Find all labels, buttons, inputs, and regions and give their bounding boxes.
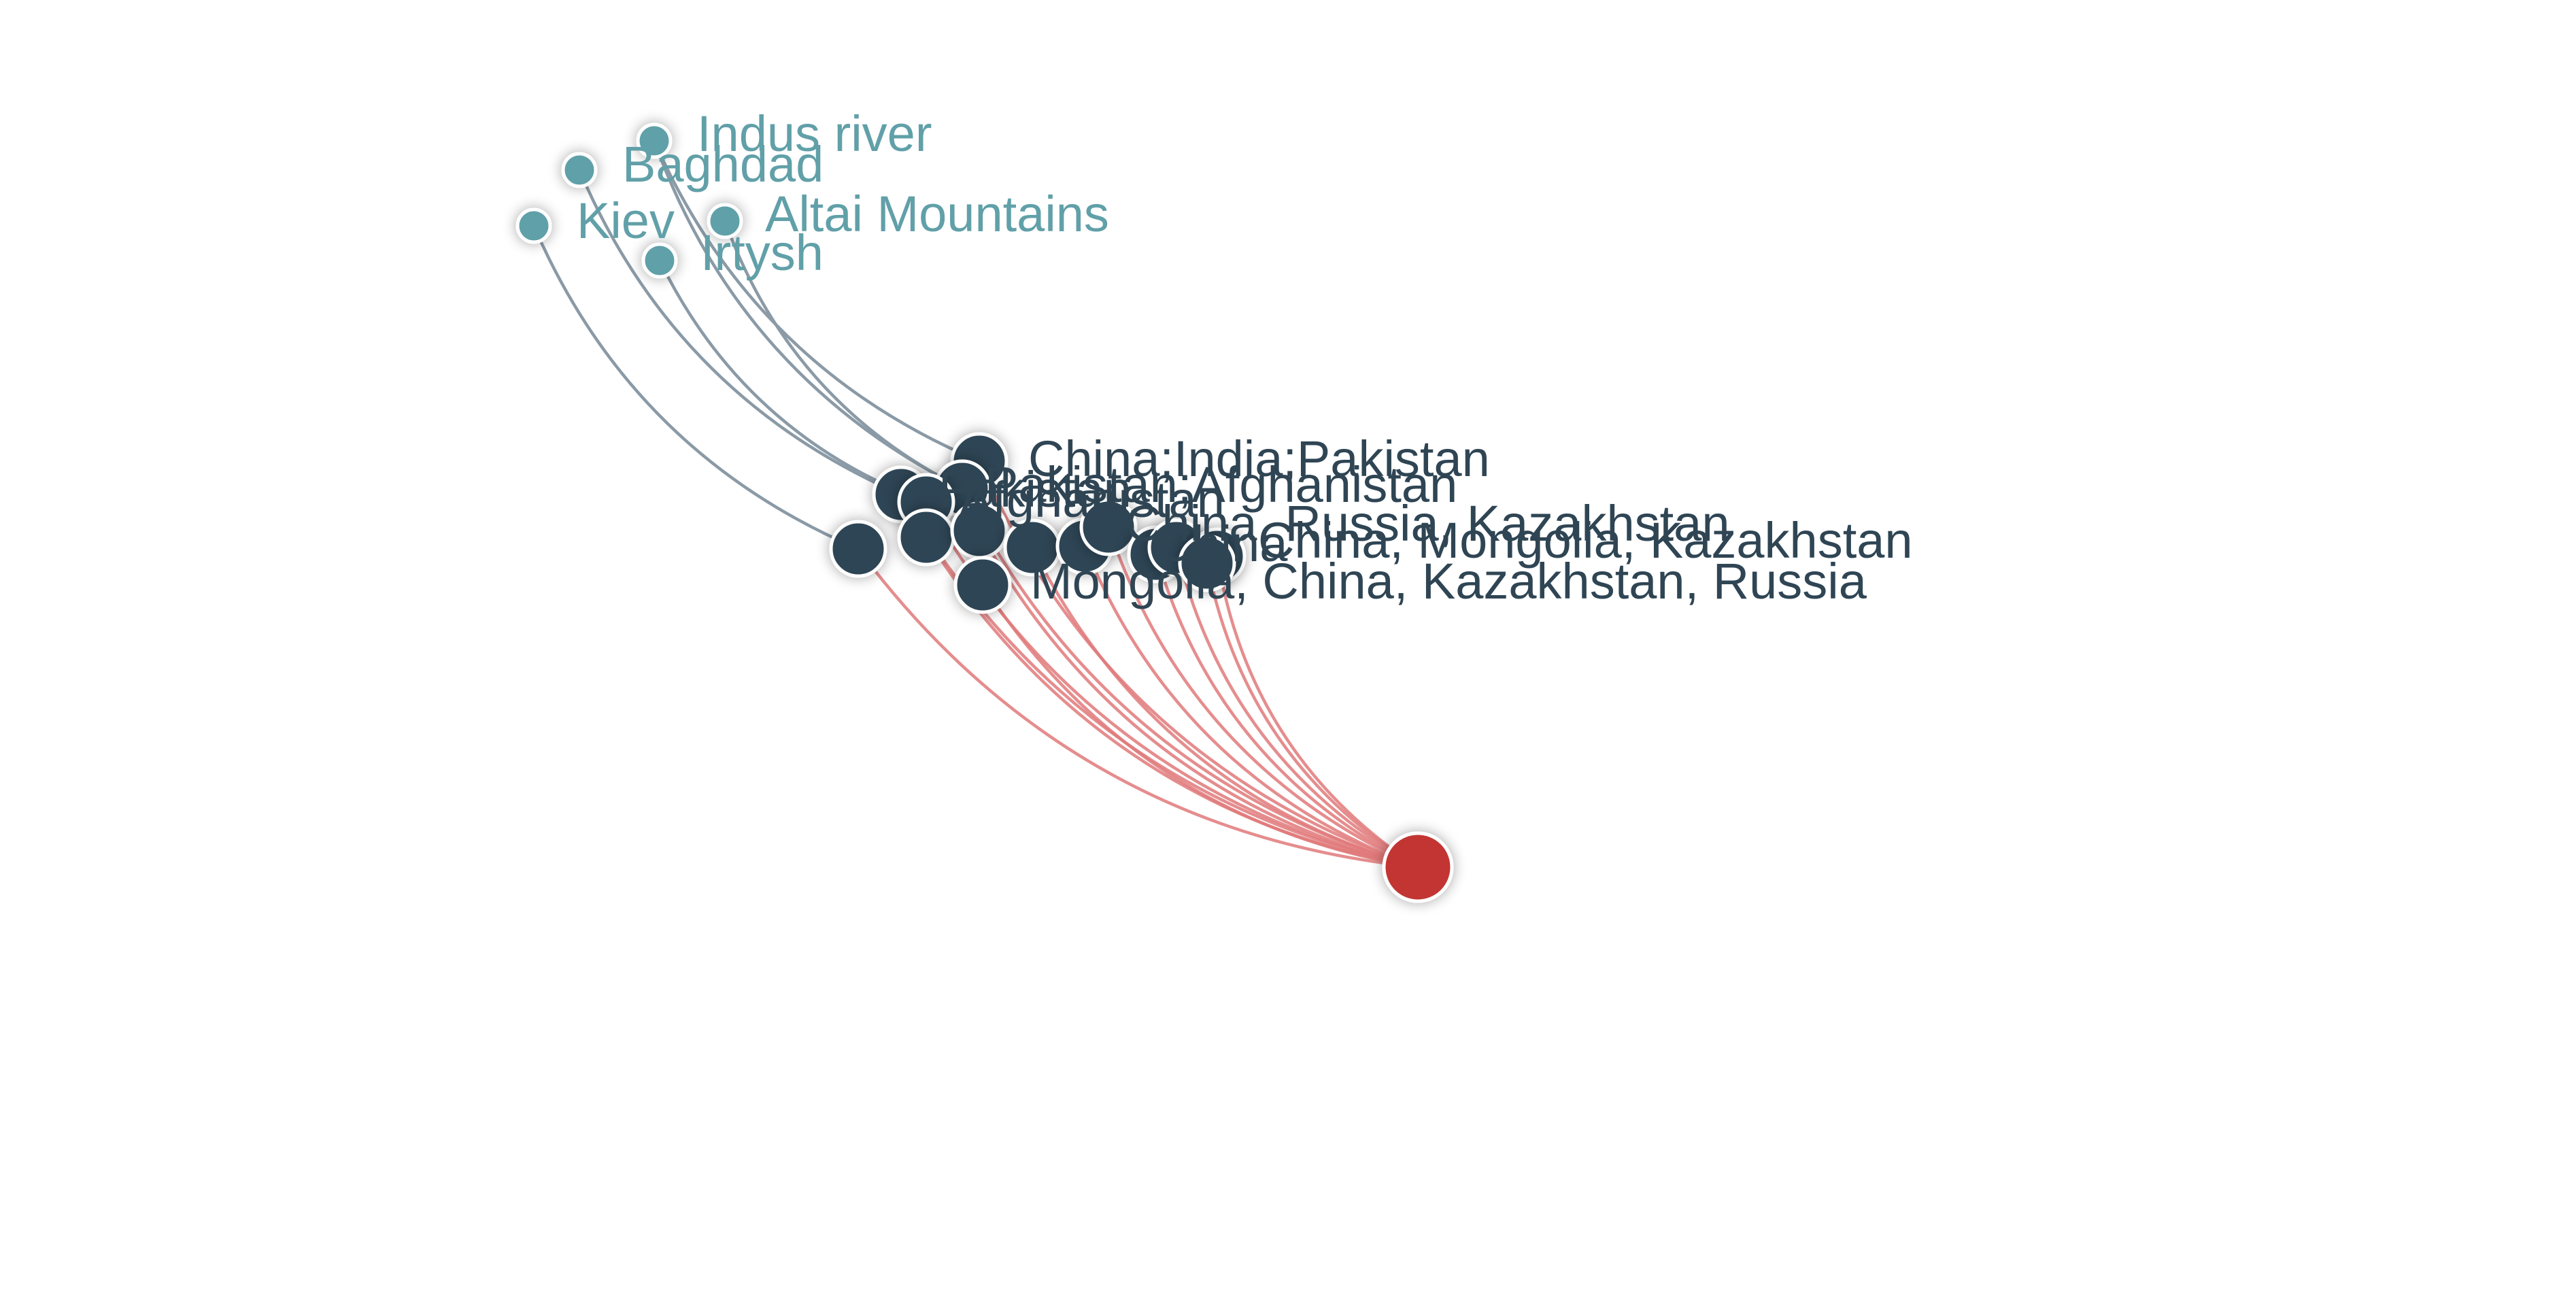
country-label-c15: Mongolia, China, Kazakhstan, Russia (1030, 553, 1867, 609)
place-node-baghdad[interactable] (561, 152, 598, 188)
edge-hub-c8 (1030, 546, 1419, 869)
country-node-c15[interactable] (953, 556, 1012, 614)
edge-altai-c2 (723, 220, 964, 490)
edge-hub-c13 (1215, 556, 1419, 869)
edge-irtysh-c4 (658, 260, 927, 504)
country-node-c5[interactable] (829, 520, 887, 578)
edge-hub-c15 (981, 584, 1419, 869)
edge-hub-c14 (1205, 562, 1419, 869)
place-node-altai[interactable] (707, 203, 743, 239)
place-node-irtysh[interactable] (641, 242, 678, 279)
place-node-indus[interactable] (636, 122, 673, 159)
country-label-c14: China (1156, 516, 1288, 572)
edge-kiev-c5 (532, 225, 859, 551)
edge-hub-c11 (1154, 554, 1419, 869)
edge-hub-c7 (978, 529, 1419, 869)
country-node-c10[interactable] (1079, 498, 1138, 556)
place-label-baghdad: Baghdad (622, 136, 824, 192)
country-label-c10: China, Russia, Kazakhstan (1125, 495, 1729, 552)
place-label-altai: Altai Mountains (765, 186, 1109, 242)
place-label-kiev: Kiev (577, 192, 675, 249)
edge-indus-c1 (652, 140, 980, 463)
place-label-irtysh: Irtysh (700, 224, 824, 281)
place-label-indus: Indus river (697, 105, 932, 162)
place-node-kiev[interactable] (515, 207, 552, 244)
edge-hub-c5 (857, 548, 1419, 869)
country-label-c3: Pakistan (938, 461, 1132, 518)
edge-hub-c10 (1106, 526, 1419, 869)
country-node-c14[interactable] (1178, 534, 1236, 592)
node-layer (515, 122, 1454, 903)
edge-hub-c12 (1174, 547, 1419, 869)
country-label-c13: China, Mongolia, Kazakhstan (1258, 512, 1913, 569)
country-label-c4: Afghanistan (959, 471, 1225, 528)
country-label-c2: Pakistan;Afghanistan (985, 456, 1457, 513)
edge-layer (532, 140, 1419, 869)
hub-node[interactable] (1382, 831, 1454, 903)
edge-baghdad-c3 (577, 169, 902, 497)
country-label-c1: China;India;Pakistan (1028, 431, 1490, 487)
country-node-c6[interactable] (897, 508, 955, 567)
edge-hub-c9 (1083, 545, 1419, 869)
